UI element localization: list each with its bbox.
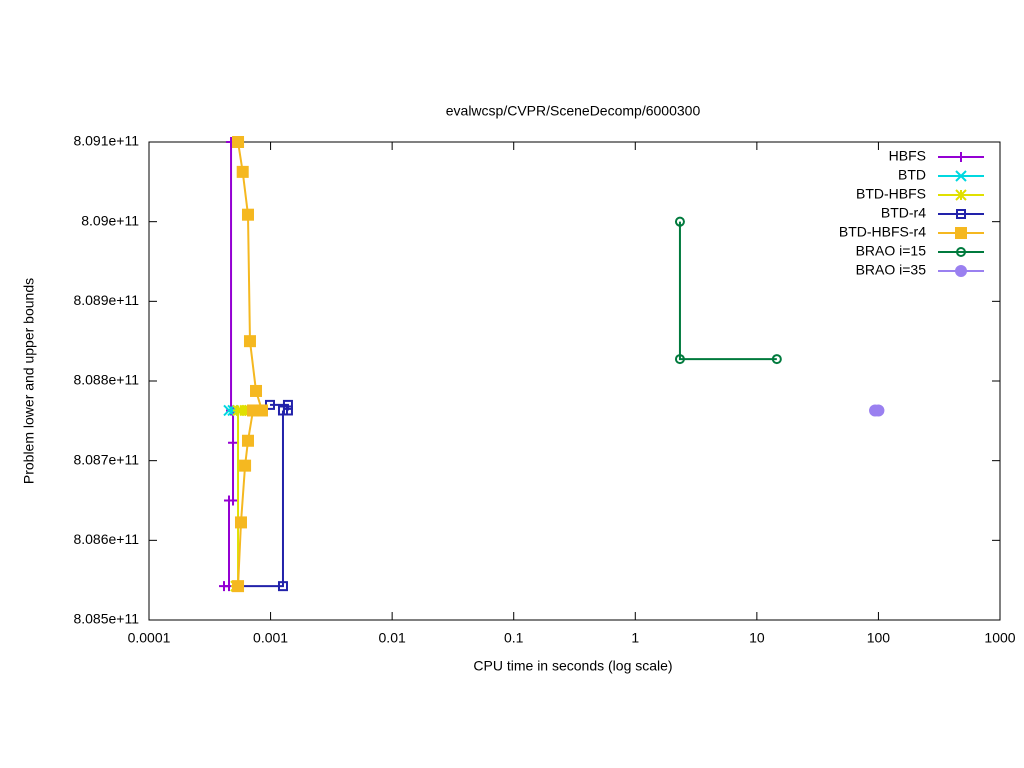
- marker: [234, 516, 247, 529]
- marker: [232, 580, 245, 593]
- chart-title: evalwcsp/CVPR/SceneDecomp/6000300: [446, 103, 701, 119]
- y-tick-label: 8.085e+11: [73, 611, 139, 627]
- legend-label: BRAO i=35: [856, 262, 927, 278]
- marker: [241, 434, 254, 447]
- marker: [236, 165, 249, 178]
- x-tick-label: 0.001: [253, 630, 288, 646]
- marker: [250, 384, 263, 397]
- marker: [247, 404, 260, 417]
- legend-label: BTD-r4: [881, 205, 926, 221]
- y-tick-label: 8.086e+11: [73, 531, 139, 547]
- legend-marker: [956, 152, 966, 162]
- x-tick-label: 0.0001: [128, 630, 171, 646]
- x-tick-label: 0.01: [379, 630, 406, 646]
- legend-label: BRAO i=15: [856, 243, 927, 259]
- marker: [223, 404, 235, 417]
- x-tick-label: 0.1: [504, 630, 524, 646]
- marker: [674, 216, 685, 227]
- marker: [674, 354, 685, 365]
- marker: [241, 208, 254, 221]
- series-line: [678, 221, 777, 361]
- marker: [228, 495, 239, 506]
- legend-label: BTD: [898, 167, 926, 183]
- x-tick-label: 1000: [984, 630, 1015, 646]
- marker: [771, 354, 782, 365]
- x-tick-label: 100: [867, 630, 891, 646]
- series-line: [224, 142, 235, 588]
- series-line: [238, 403, 289, 588]
- legend-marker: [956, 247, 966, 257]
- legend-label: BTD-HBFS-r4: [839, 224, 926, 240]
- x-tick-label: 1: [631, 630, 639, 646]
- marker: [239, 459, 252, 472]
- marker: [282, 405, 293, 416]
- marker: [232, 136, 245, 148]
- y-tick-label: 8.087e+11: [73, 451, 139, 467]
- marker: [243, 335, 256, 348]
- y-tick-label: 8.09e+11: [81, 212, 139, 228]
- legend-marker: [955, 227, 967, 239]
- legend-marker: [956, 209, 966, 219]
- legend-marker: [955, 170, 967, 182]
- x-tick-label: 10: [749, 630, 765, 646]
- y-axis-label: Problem lower and upper bounds: [21, 278, 37, 484]
- y-tick-label: 8.089e+11: [73, 292, 139, 308]
- plot-frame: [148, 141, 1001, 621]
- legend-label: BTD-HBFS: [856, 186, 926, 202]
- marker: [282, 399, 293, 410]
- y-tick-label: 8.091e+11: [73, 133, 139, 149]
- y-tick-label: 8.088e+11: [73, 372, 139, 388]
- legend-marker: [955, 189, 967, 201]
- marker: [872, 404, 885, 417]
- marker: [228, 437, 239, 448]
- marker: [277, 581, 288, 592]
- legend-marker: [955, 265, 967, 277]
- x-axis-label: CPU time in seconds (log scale): [473, 658, 672, 674]
- legend-label: HBFS: [889, 148, 926, 164]
